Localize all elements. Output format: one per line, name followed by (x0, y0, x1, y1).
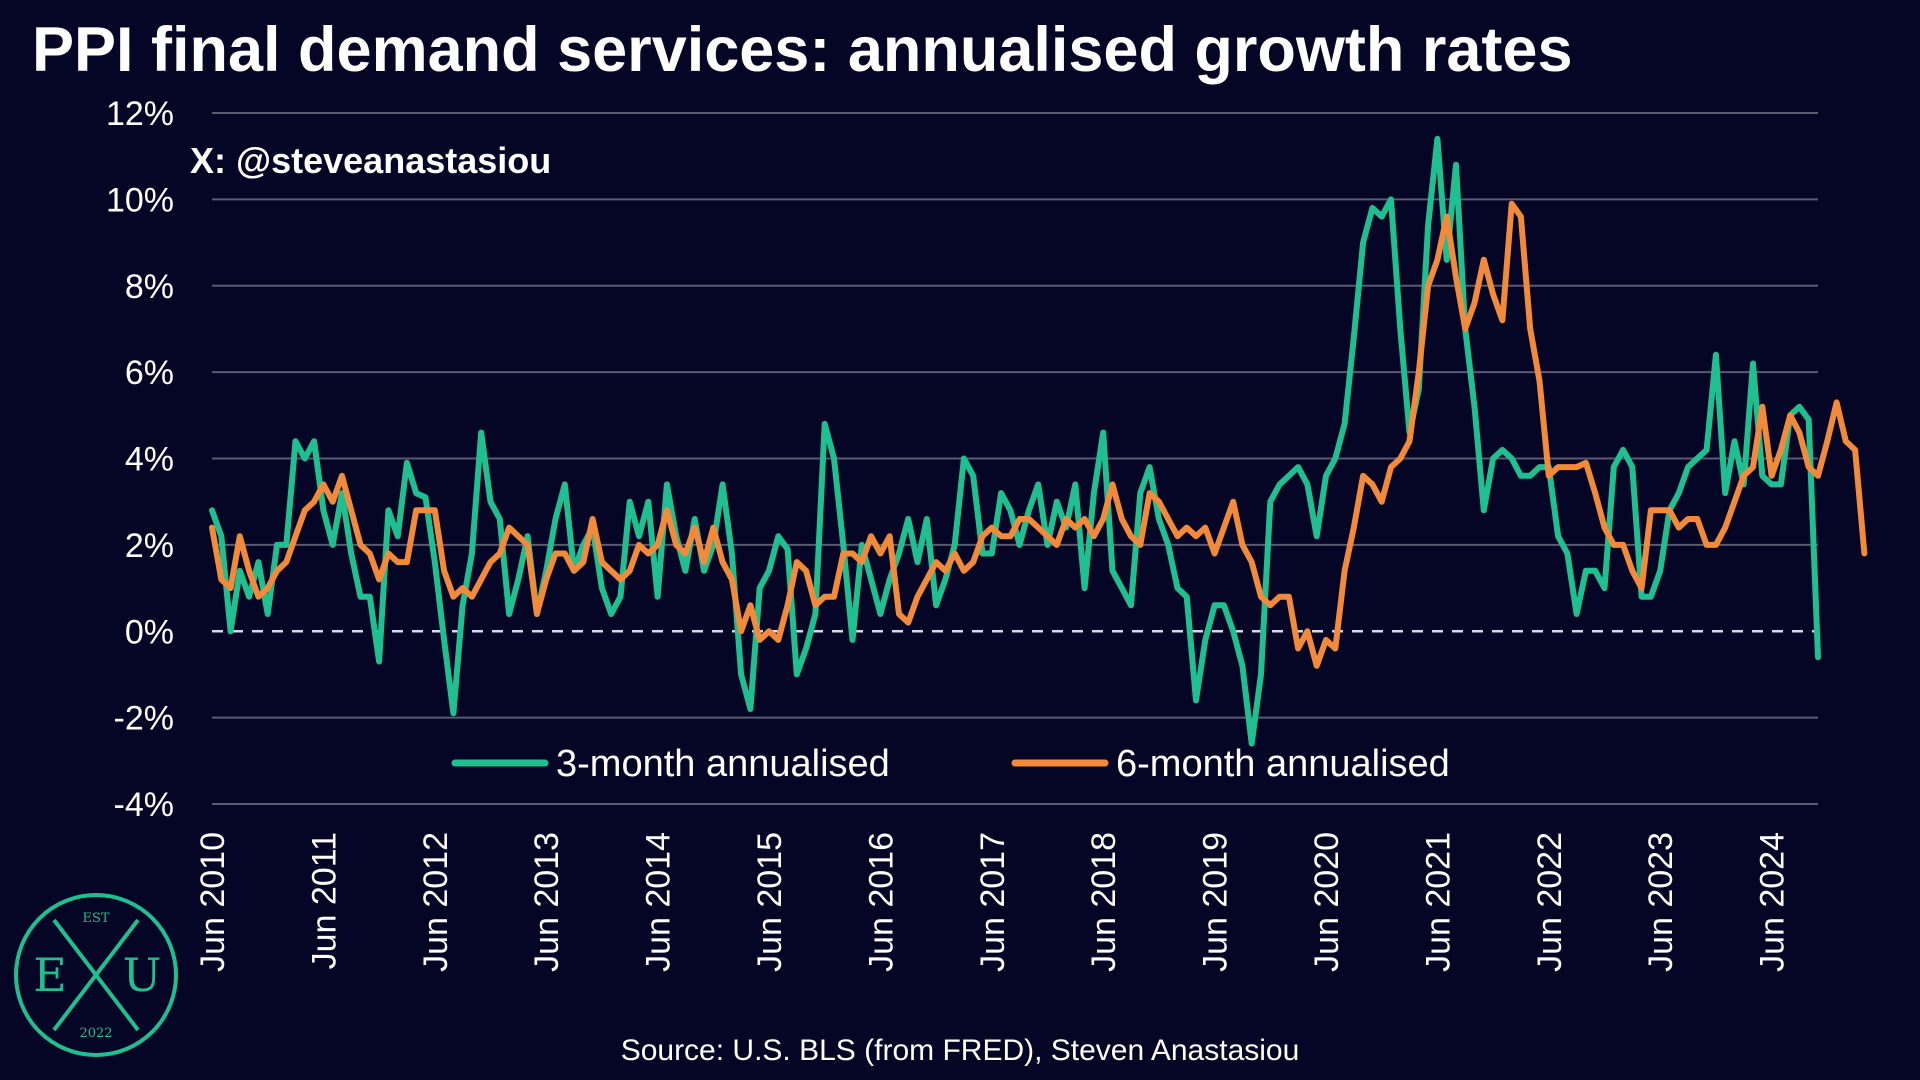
y-tick-label: -2% (114, 700, 174, 738)
logo-top-text: EST (82, 911, 109, 926)
x-tick-label: Jun 2022 (1531, 832, 1569, 972)
legend: 3-month annualised 6-month annualised (451, 743, 1450, 785)
x-tick-label: Jun 2014 (640, 832, 678, 972)
x-tick-label: Jun 2010 (194, 832, 232, 972)
gridlines (212, 112, 1818, 805)
y-axis-labels: -4% -2% 0% 2% 4% 6% 8% 10% 12% (106, 95, 174, 824)
exu-logo: EST E U 2022 (14, 893, 178, 1057)
y-tick-label: 2% (125, 527, 174, 565)
x-tick-label: Jun 2011 (305, 832, 343, 969)
x-tick-label: Jun 2012 (417, 832, 455, 972)
y-tick-label: 6% (125, 354, 174, 392)
x-tick-label: Jun 2017 (974, 832, 1012, 972)
legend-label: 3-month annualised (556, 743, 890, 785)
legend-label: 6-month annualised (1116, 743, 1450, 785)
y-tick-label: -4% (114, 786, 174, 824)
series-lines (209, 135, 1868, 747)
series-line-6-month (209, 200, 1868, 669)
logo-bottom-text: 2022 (79, 1026, 112, 1041)
x-tick-label: Jun 2018 (1085, 832, 1123, 972)
x-axis-labels: Jun 2010 Jun 2011 Jun 2012 Jun 2013 Jun 2014… (194, 832, 1792, 972)
y-tick-label: 0% (125, 613, 174, 651)
source-note: Source: U.S. BLS (from FRED), Steven Ana… (620, 1034, 1300, 1067)
chart-title: PPI final demand services: annualised gr… (32, 15, 1573, 85)
y-tick-label: 10% (106, 181, 174, 219)
twitter-handle: X: @steveanastasiou (190, 140, 552, 181)
y-tick-label: 4% (125, 441, 174, 479)
x-tick-label: Jun 2023 (1642, 832, 1680, 972)
x-tick-label: Jun 2021 (1419, 832, 1457, 972)
x-tick-label: Jun 2013 (528, 832, 566, 972)
x-tick-label: Jun 2020 (1308, 832, 1346, 972)
logo-letter-u: U (123, 948, 162, 1002)
x-tick-label: Jun 2016 (862, 832, 900, 972)
logo-stroke (52, 918, 140, 1032)
logo-letter-e: E (33, 948, 67, 1002)
y-tick-label: 8% (125, 268, 174, 306)
y-tick-label: 12% (106, 95, 174, 133)
series-line-3-month (209, 135, 1821, 747)
x-tick-label: Jun 2019 (1197, 832, 1235, 972)
x-tick-label: Jun 2015 (751, 832, 789, 972)
logo-circle (14, 893, 178, 1057)
x-tick-label: Jun 2024 (1754, 832, 1792, 972)
